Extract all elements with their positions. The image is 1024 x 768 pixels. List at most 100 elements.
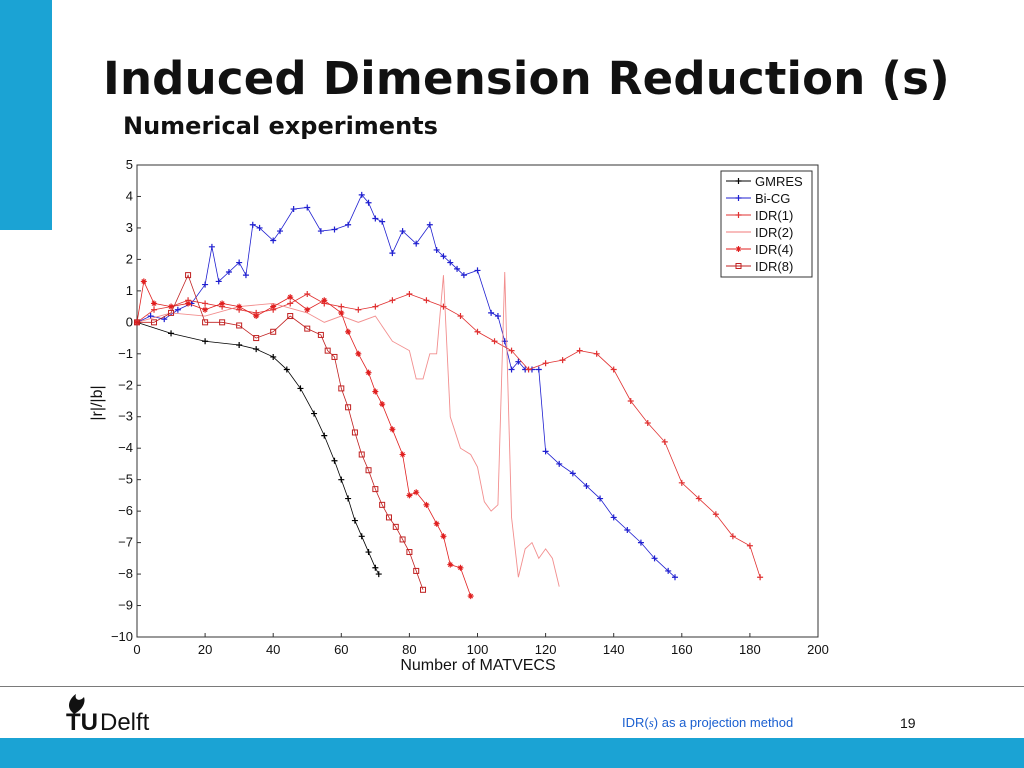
data-point — [270, 237, 277, 244]
data-point — [389, 297, 396, 304]
data-point — [151, 306, 158, 313]
legend-item: Bi-CG — [726, 191, 790, 206]
data-point — [270, 303, 277, 310]
data-point — [134, 319, 140, 326]
data-point — [365, 369, 372, 376]
data-point — [389, 250, 396, 257]
data-point — [746, 542, 753, 549]
data-point — [467, 593, 474, 600]
data-point — [253, 335, 260, 342]
legend-label: Bi-CG — [755, 191, 790, 206]
data-point — [426, 221, 433, 228]
data-point — [454, 265, 461, 272]
data-point — [593, 350, 600, 357]
data-point — [372, 215, 379, 222]
y-tick-label: −7 — [118, 535, 133, 550]
data-point — [637, 539, 644, 546]
data-point — [151, 319, 158, 326]
series-bi-cg — [134, 191, 678, 581]
legend-label: IDR(1) — [755, 208, 793, 223]
footer-caption: IDR(s) as a projection method — [622, 715, 793, 731]
data-point — [735, 195, 742, 201]
data-point — [651, 555, 658, 562]
data-point — [202, 300, 209, 307]
data-point — [508, 347, 515, 354]
x-tick-label: 180 — [739, 642, 761, 657]
data-point — [379, 501, 386, 508]
data-point — [321, 297, 328, 304]
data-point — [610, 514, 617, 521]
data-point — [413, 567, 420, 574]
y-tick-label: −3 — [118, 409, 133, 424]
data-point — [161, 316, 168, 323]
y-tick-label: 3 — [126, 220, 133, 235]
data-point — [457, 564, 464, 571]
data-point — [494, 313, 501, 320]
data-point — [304, 291, 311, 298]
data-point — [375, 571, 382, 578]
data-point — [735, 178, 742, 184]
x-tick-label: 120 — [535, 642, 557, 657]
data-point — [331, 226, 338, 233]
data-point — [290, 206, 297, 213]
x-axis-label: Number of MATVECS — [400, 657, 555, 674]
data-point — [345, 495, 352, 502]
y-tick-label: −1 — [118, 346, 133, 361]
data-point — [225, 268, 232, 275]
x-tick-label: 40 — [266, 642, 280, 657]
legend-label: GMRES — [755, 174, 803, 189]
data-point — [627, 398, 634, 404]
data-point — [678, 479, 685, 486]
data-point — [420, 586, 427, 593]
data-point — [338, 476, 345, 483]
data-point — [365, 549, 372, 556]
data-point — [379, 401, 386, 408]
data-point — [215, 278, 222, 285]
left-accent-band — [0, 0, 52, 230]
data-point — [423, 501, 430, 508]
data-point — [525, 366, 532, 373]
data-point — [392, 523, 399, 530]
y-axis-label: |r|/|b| — [89, 385, 106, 420]
data-point — [151, 300, 158, 307]
data-point — [219, 319, 226, 326]
legend-item: IDR(1) — [726, 208, 793, 223]
data-point — [559, 357, 566, 364]
data-point — [457, 313, 464, 320]
data-point — [447, 561, 454, 568]
y-tick-label: 1 — [126, 283, 133, 298]
data-point — [147, 313, 154, 320]
data-point — [413, 240, 420, 247]
data-point — [576, 347, 583, 354]
chart-series — [134, 191, 764, 600]
data-point — [440, 253, 447, 260]
x-tick-label: 140 — [603, 642, 625, 657]
data-point — [372, 564, 379, 571]
data-point — [735, 246, 742, 252]
x-tick-label: 80 — [402, 642, 416, 657]
data-point — [735, 263, 742, 269]
flame-icon — [69, 694, 85, 714]
footer-caption-prefix: IDR( — [622, 715, 649, 730]
data-point — [399, 536, 406, 543]
footer-caption-suffix: ) as a projection method — [653, 715, 794, 730]
data-point — [399, 451, 406, 458]
data-point — [324, 347, 331, 354]
plot-frame — [136, 164, 819, 638]
data-point — [351, 517, 358, 524]
data-point — [569, 470, 576, 477]
data-point — [491, 338, 498, 345]
data-point — [610, 366, 617, 373]
x-tick-label: 60 — [334, 642, 348, 657]
data-point — [515, 358, 522, 365]
data-point — [406, 492, 413, 499]
data-point — [311, 410, 318, 417]
data-point — [399, 228, 406, 235]
y-tick-label: −10 — [111, 629, 133, 644]
data-point — [460, 272, 467, 279]
slide-title: Induced Dimension Reduction (s) — [103, 52, 950, 105]
x-tick-label: 100 — [467, 642, 489, 657]
y-tick-label: −9 — [118, 598, 133, 613]
data-point — [338, 303, 345, 310]
data-point — [208, 243, 215, 250]
